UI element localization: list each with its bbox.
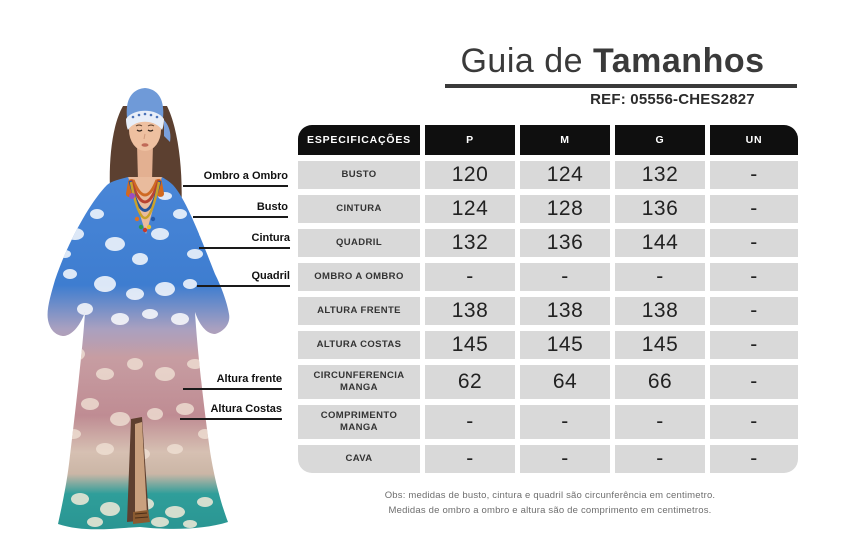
value-busto-p: 120 <box>425 161 515 189</box>
value-altura-costas-p: 145 <box>425 331 515 359</box>
value-comprimento-manga-m: - <box>520 405 610 439</box>
callout-busto: Busto <box>193 201 288 218</box>
value-ombro-g: - <box>615 263 705 291</box>
note-line-2: Medidas de ombro a ombro e altura são de… <box>388 504 712 516</box>
page-title: Guia de Tamanhos <box>425 42 800 81</box>
model-necklace <box>125 178 165 233</box>
model-face <box>135 124 155 147</box>
column-header-m: M <box>520 125 610 155</box>
value-ombro-p: - <box>425 263 515 291</box>
value-cintura-p: 124 <box>425 195 515 223</box>
value-quadril-un: - <box>710 229 798 257</box>
page-title-regular: Guia de <box>460 42 593 80</box>
page-title-bold: Tamanhos <box>593 42 765 80</box>
value-ombro-m: - <box>520 263 610 291</box>
value-quadril-p: 132 <box>425 229 515 257</box>
row-label-ombro-a-ombro: OMBRO A OMBRO <box>298 263 420 291</box>
value-quadril-m: 136 <box>520 229 610 257</box>
value-cava-m: - <box>520 445 610 473</box>
callout-quadril: Quadril <box>197 270 290 287</box>
value-busto-un: - <box>710 161 798 189</box>
dress-slit-leg <box>127 417 150 524</box>
column-header-g: G <box>615 125 705 155</box>
callout-altura-costas: Altura Costas <box>180 403 282 420</box>
model-photo <box>47 88 230 530</box>
value-circunferencia-manga-g: 66 <box>615 365 705 399</box>
row-label-altura-frente: ALTURA FRENTE <box>298 297 420 325</box>
callout-cintura: Cintura <box>199 232 290 249</box>
dress-tiedye-splotches <box>59 188 211 325</box>
product-ref: REF: 05556-CHES2827 <box>590 91 755 108</box>
note-line-1: Obs: medidas de busto, cintura e quadril… <box>384 490 716 501</box>
value-comprimento-manga-p: - <box>425 405 515 439</box>
value-busto-g: 132 <box>615 161 705 189</box>
column-header-especificacoes: ESPECIFICAÇÕES <box>298 125 420 155</box>
value-altura-frente-m: 138 <box>520 297 610 325</box>
value-altura-costas-g: 145 <box>615 331 705 359</box>
row-label-cava: CAVA <box>298 445 420 473</box>
column-header-un: UN <box>710 125 798 155</box>
value-circunferencia-manga-m: 64 <box>520 365 610 399</box>
value-cava-p: - <box>425 445 515 473</box>
callout-altura-frente: Altura frente <box>183 373 282 390</box>
value-quadril-g: 144 <box>615 229 705 257</box>
value-comprimento-manga-g: - <box>615 405 705 439</box>
measurement-notes: Obs: medidas de busto, cintura e quadril… <box>300 489 800 518</box>
value-cava-un: - <box>710 445 798 473</box>
value-ombro-un: - <box>710 263 798 291</box>
dress-hem-splotches <box>71 493 213 528</box>
column-header-p: P <box>425 125 515 155</box>
value-altura-frente-un: - <box>710 297 798 325</box>
size-table: ESPECIFICAÇÕES P M G UN BUSTO 120 124 13… <box>298 125 798 473</box>
value-altura-frente-p: 138 <box>425 297 515 325</box>
value-altura-frente-g: 138 <box>615 297 705 325</box>
row-label-quadril: QUADRIL <box>298 229 420 257</box>
title-underline <box>445 84 797 88</box>
value-altura-costas-un: - <box>710 331 798 359</box>
row-label-circunferencia-manga: CIRCUNFERENCIA MANGA <box>298 365 420 399</box>
row-label-busto: BUSTO <box>298 161 420 189</box>
value-altura-costas-m: 145 <box>520 331 610 359</box>
value-comprimento-manga-un: - <box>710 405 798 439</box>
value-circunferencia-manga-un: - <box>710 365 798 399</box>
value-circunferencia-manga-p: 62 <box>425 365 515 399</box>
row-label-comprimento-manga: COMPRIMENTO MANGA <box>298 405 420 439</box>
value-cava-g: - <box>615 445 705 473</box>
model-headscarf <box>126 88 171 142</box>
value-busto-m: 124 <box>520 161 610 189</box>
value-cintura-m: 128 <box>520 195 610 223</box>
value-cintura-g: 136 <box>615 195 705 223</box>
value-cintura-un: - <box>710 195 798 223</box>
row-label-cintura: CINTURA <box>298 195 420 223</box>
callout-ombro-a-ombro: Ombro a Ombro <box>183 170 288 187</box>
row-label-altura-costas: ALTURA COSTAS <box>298 331 420 359</box>
